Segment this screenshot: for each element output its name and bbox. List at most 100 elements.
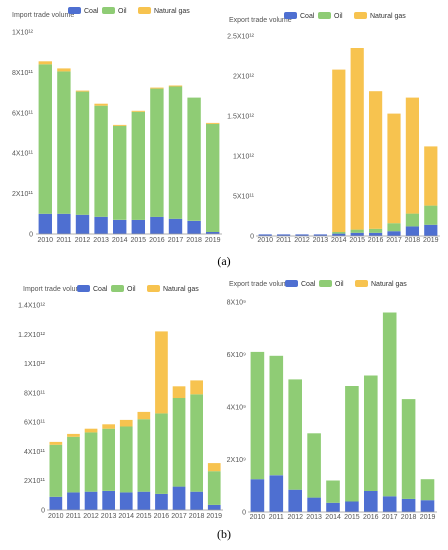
x-tick-label: 2017 xyxy=(386,237,402,244)
x-tick-label: 2015 xyxy=(349,237,365,244)
x-tick-label: 2017 xyxy=(171,513,187,520)
legend-label: Natural gas xyxy=(163,286,199,293)
legend-label: Natural gas xyxy=(371,281,407,288)
y-tick-label: 0 xyxy=(242,510,246,517)
bar-segment xyxy=(364,491,378,512)
bar-segment xyxy=(57,71,71,214)
bar-segment xyxy=(119,426,133,493)
x-tick-label: 2015 xyxy=(344,514,360,521)
x-tick-label: 2018 xyxy=(186,237,202,244)
bar-segment xyxy=(350,232,364,236)
bar-segment xyxy=(84,491,98,510)
bar-segment xyxy=(57,68,71,72)
bar-segment xyxy=(420,479,435,501)
chart-panel-1: Import trade volume Coal Oil Natural gas 0 2X… xyxy=(12,7,222,244)
bar-segment xyxy=(405,97,419,214)
bar-segment xyxy=(207,471,221,505)
bar-segment xyxy=(424,224,438,236)
bar-segment xyxy=(295,234,309,236)
bar-segment xyxy=(172,486,186,510)
bar-segment xyxy=(387,113,401,224)
bar-segment xyxy=(387,223,401,232)
x-tick-label: 2012 xyxy=(294,237,310,244)
y-tick-label: 4X10¹¹ xyxy=(24,449,46,456)
bar-segment xyxy=(155,331,168,414)
bar-segment xyxy=(326,502,340,512)
bar-segment xyxy=(168,86,183,219)
bar-segment xyxy=(250,479,265,512)
y-tick-label: 8X10⁹ xyxy=(227,300,246,307)
x-tick-label: 2013 xyxy=(101,513,117,520)
bar-segment xyxy=(94,216,108,234)
x-tick-label: 2014 xyxy=(331,237,347,244)
x-tick-label: 2016 xyxy=(154,513,170,520)
y-tick-label: 4X10¹¹ xyxy=(12,151,34,158)
bar-segment xyxy=(38,61,52,65)
bar-segment xyxy=(190,394,203,492)
bar-segment xyxy=(405,226,419,236)
chart-panel-4: Export trade volume Coal Oil Natural gas 0 2X… xyxy=(227,280,437,521)
y-tick-label: 2X10¹¹ xyxy=(12,191,34,198)
bar-segment xyxy=(49,444,63,497)
bar-segment xyxy=(187,97,201,221)
bar-segment xyxy=(269,475,284,513)
bar-segment xyxy=(345,386,359,502)
bar-segment xyxy=(102,491,115,510)
y-tick-label: 2.5X10¹² xyxy=(227,34,255,41)
y-tick-label: 0 xyxy=(29,232,33,239)
legend-swatch xyxy=(111,285,124,292)
y-tick-label: 1.5X10¹² xyxy=(227,114,255,121)
x-tick-label: 2013 xyxy=(313,237,329,244)
y-tick-label: 2X10¹² xyxy=(233,74,255,81)
bar-segment xyxy=(67,433,80,437)
bar-segment xyxy=(131,219,145,234)
legend-label: Oil xyxy=(127,286,136,293)
y-tick-label: 1.4X10¹² xyxy=(18,303,46,310)
legend-label: Coal xyxy=(93,286,108,293)
bar-segment xyxy=(94,103,108,106)
y-tick-label: 6X10⁹ xyxy=(227,352,246,359)
bar-segment xyxy=(190,491,203,510)
legend-swatch xyxy=(68,7,81,14)
y-tick-label: 1X10¹² xyxy=(233,154,255,161)
chart-panel-2: Export trade volume Coal Oil Natural gas 0 5X… xyxy=(227,12,440,244)
legend-label: Oil xyxy=(118,8,127,15)
bar-segment xyxy=(168,218,183,234)
bar-segment xyxy=(382,312,397,497)
bar-segment xyxy=(155,493,168,510)
caption-a: (a) xyxy=(217,254,230,268)
bar-segment xyxy=(113,125,127,220)
bar-segment xyxy=(75,91,90,215)
y-tick-label: 2X10⁹ xyxy=(227,457,246,464)
bar-segment xyxy=(207,463,221,472)
x-tick-label: 2010 xyxy=(250,514,266,521)
bar-segment xyxy=(131,110,145,112)
legend-swatch xyxy=(138,7,151,14)
bar-segment xyxy=(131,111,145,220)
legend-swatch xyxy=(355,280,368,287)
bar-segment xyxy=(102,424,115,429)
x-tick-label: 2016 xyxy=(368,237,384,244)
x-tick-label: 2011 xyxy=(276,237,291,244)
legend-label: Natural gas xyxy=(370,13,406,20)
y-axis-label: Export trade volume xyxy=(229,281,292,288)
y-tick-label: 5X10¹¹ xyxy=(233,194,255,201)
bar-segment xyxy=(137,411,151,420)
x-tick-label: 2013 xyxy=(306,514,322,521)
x-tick-label: 2012 xyxy=(83,513,99,520)
bar-segment xyxy=(350,229,364,233)
bar-segment xyxy=(288,489,302,512)
bar-segment xyxy=(49,496,63,510)
bar-segment xyxy=(137,419,151,492)
bar-segment xyxy=(113,219,127,234)
legend-label: Coal xyxy=(300,13,315,20)
x-tick-label: 2019 xyxy=(206,513,222,520)
bar-segment xyxy=(49,441,63,445)
bar-segment xyxy=(332,232,346,234)
bar-segment xyxy=(150,87,164,89)
x-tick-label: 2011 xyxy=(56,237,71,244)
y-tick-label: 6X10¹¹ xyxy=(12,110,34,117)
bar-segment xyxy=(84,428,98,433)
x-tick-label: 2019 xyxy=(420,514,436,521)
